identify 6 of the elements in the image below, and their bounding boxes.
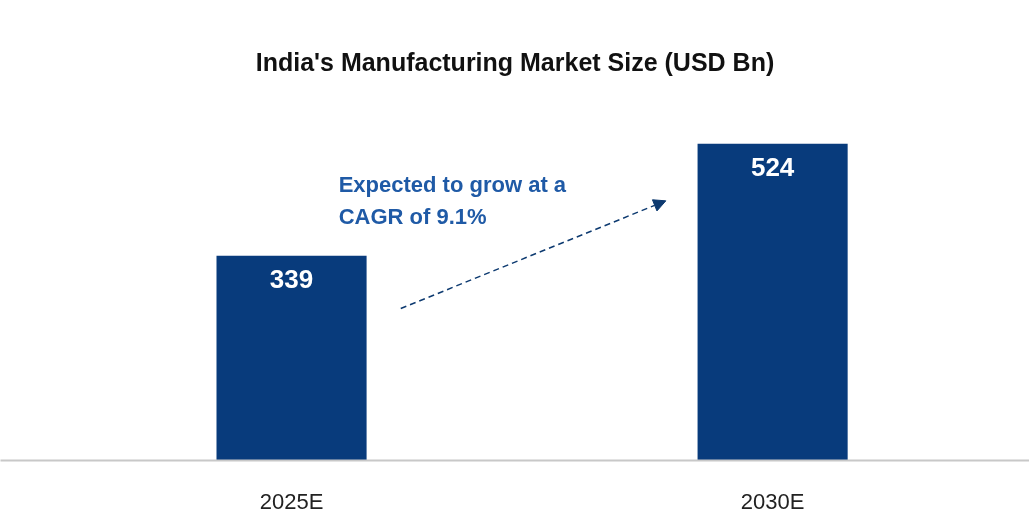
chart-title: India's Manufacturing Market Size (USD Bn) [255,47,775,76]
x-tick-label: 2025E [259,488,324,514]
data-label: 524 [750,151,795,182]
data-label: 339 [269,263,314,294]
x-tick-label: 2030E [740,488,805,514]
annotation: Expected to grow at a CAGR of 9.1% [338,172,567,229]
